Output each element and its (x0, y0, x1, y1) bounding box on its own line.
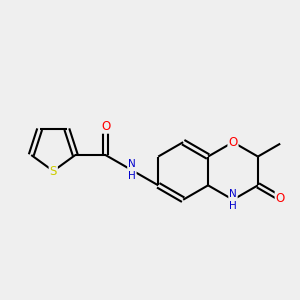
Text: N
H: N H (128, 159, 136, 181)
Text: O: O (276, 192, 285, 205)
Text: S: S (50, 164, 57, 178)
Text: O: O (101, 120, 110, 133)
Text: O: O (228, 136, 238, 149)
Text: N
H: N H (229, 189, 237, 211)
